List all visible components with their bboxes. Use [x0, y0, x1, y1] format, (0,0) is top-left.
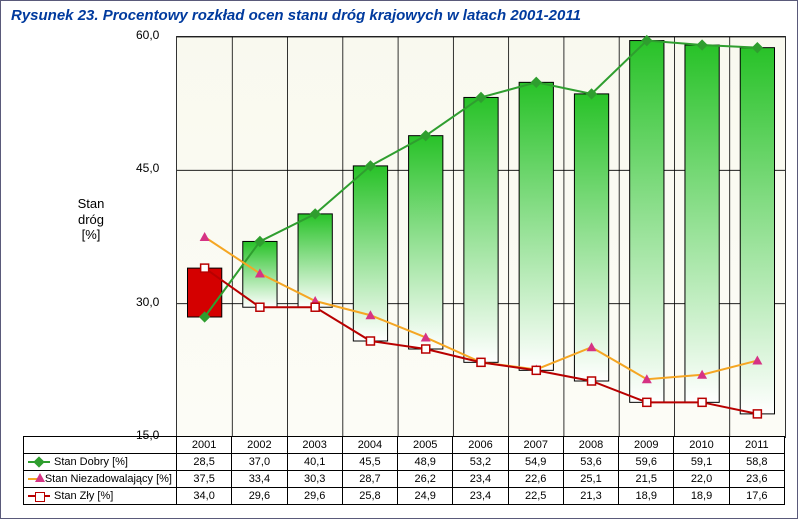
y-tick-label: 30,0: [136, 295, 159, 309]
y-tick-label: 60,0: [136, 28, 159, 42]
table-cell: 22,6: [508, 471, 563, 488]
plot-area: [176, 36, 786, 438]
table-cell: 34,0: [177, 488, 232, 505]
figure-container: { "title": "Rysunek 23. Procentowy rozkł…: [0, 0, 798, 519]
table-cell: 40,1: [287, 454, 342, 471]
table-cell: 48,9: [398, 454, 453, 471]
series-label: Stan Zły [%]: [24, 488, 177, 505]
ylabel-line: [%]: [82, 227, 101, 242]
table-cell: 23,6: [729, 471, 784, 488]
table-cell: 45,5: [342, 454, 397, 471]
year-header: 2002: [232, 437, 287, 454]
table-cell: 23,4: [453, 488, 508, 505]
table-cell: 28,5: [177, 454, 232, 471]
year-header: 2007: [508, 437, 563, 454]
year-header: 2005: [398, 437, 453, 454]
series-label: Stan Niezadowalający [%]: [24, 471, 177, 488]
table-cell: 18,9: [619, 488, 674, 505]
table-row: Stan Niezadowalający [%] 37,533,430,328,7…: [24, 471, 785, 488]
table-cell: 23,4: [453, 471, 508, 488]
table-cell: 21,3: [563, 488, 618, 505]
table-cell: 25,8: [342, 488, 397, 505]
year-header: 2001: [177, 437, 232, 454]
table-cell: 18,9: [674, 488, 729, 505]
series-label: Stan Dobry [%]: [24, 454, 177, 471]
table-cell: 25,1: [563, 471, 618, 488]
y-tick-label: 15,0: [136, 428, 159, 442]
table-cell: 58,8: [729, 454, 784, 471]
legend-entry: Stan Zły [%]: [28, 490, 172, 502]
figure-title: Rysunek 23. Procentowy rozkład ocen stan…: [1, 1, 797, 24]
year-header: 2010: [674, 437, 729, 454]
table-row: Stan Dobry [%] 28,537,040,145,548,953,254…: [24, 454, 785, 471]
y-tick-label: 45,0: [136, 161, 159, 175]
table-cell: 33,4: [232, 471, 287, 488]
legend-entry: Stan Niezadowalający [%]: [28, 473, 172, 485]
table-cell: 22,0: [674, 471, 729, 488]
ylabel-line: dróg: [78, 212, 104, 227]
year-header: 2004: [342, 437, 397, 454]
table-cell: 54,9: [508, 454, 563, 471]
table-cell: 37,5: [177, 471, 232, 488]
table-cell: 53,6: [563, 454, 618, 471]
table-cell: 53,2: [453, 454, 508, 471]
table-cell: 28,7: [342, 471, 397, 488]
table-cell: 59,1: [674, 454, 729, 471]
table-cell: 29,6: [287, 488, 342, 505]
year-header: 2011: [729, 437, 784, 454]
table-cell: 21,5: [619, 471, 674, 488]
ylabel-line: Stan: [78, 196, 105, 211]
data-table: 2001200220032004200520062007200820092010…: [23, 436, 785, 505]
table-cell: 22,5: [508, 488, 563, 505]
chart-svg: [177, 37, 785, 437]
table-row: Stan Zły [%]34,029,629,625,824,923,422,5…: [24, 488, 785, 505]
table-cell: 37,0: [232, 454, 287, 471]
table-cell: 26,2: [398, 471, 453, 488]
table-cell: 30,3: [287, 471, 342, 488]
legend-entry: Stan Dobry [%]: [28, 456, 172, 468]
table-cell: 24,9: [398, 488, 453, 505]
y-axis-label: Stan dróg [%]: [61, 196, 121, 243]
year-header: 2006: [453, 437, 508, 454]
year-header: 2009: [619, 437, 674, 454]
year-header: 2008: [563, 437, 618, 454]
table-cell: 29,6: [232, 488, 287, 505]
table-cell: 59,6: [619, 454, 674, 471]
table-cell: 17,6: [729, 488, 784, 505]
year-header: 2003: [287, 437, 342, 454]
